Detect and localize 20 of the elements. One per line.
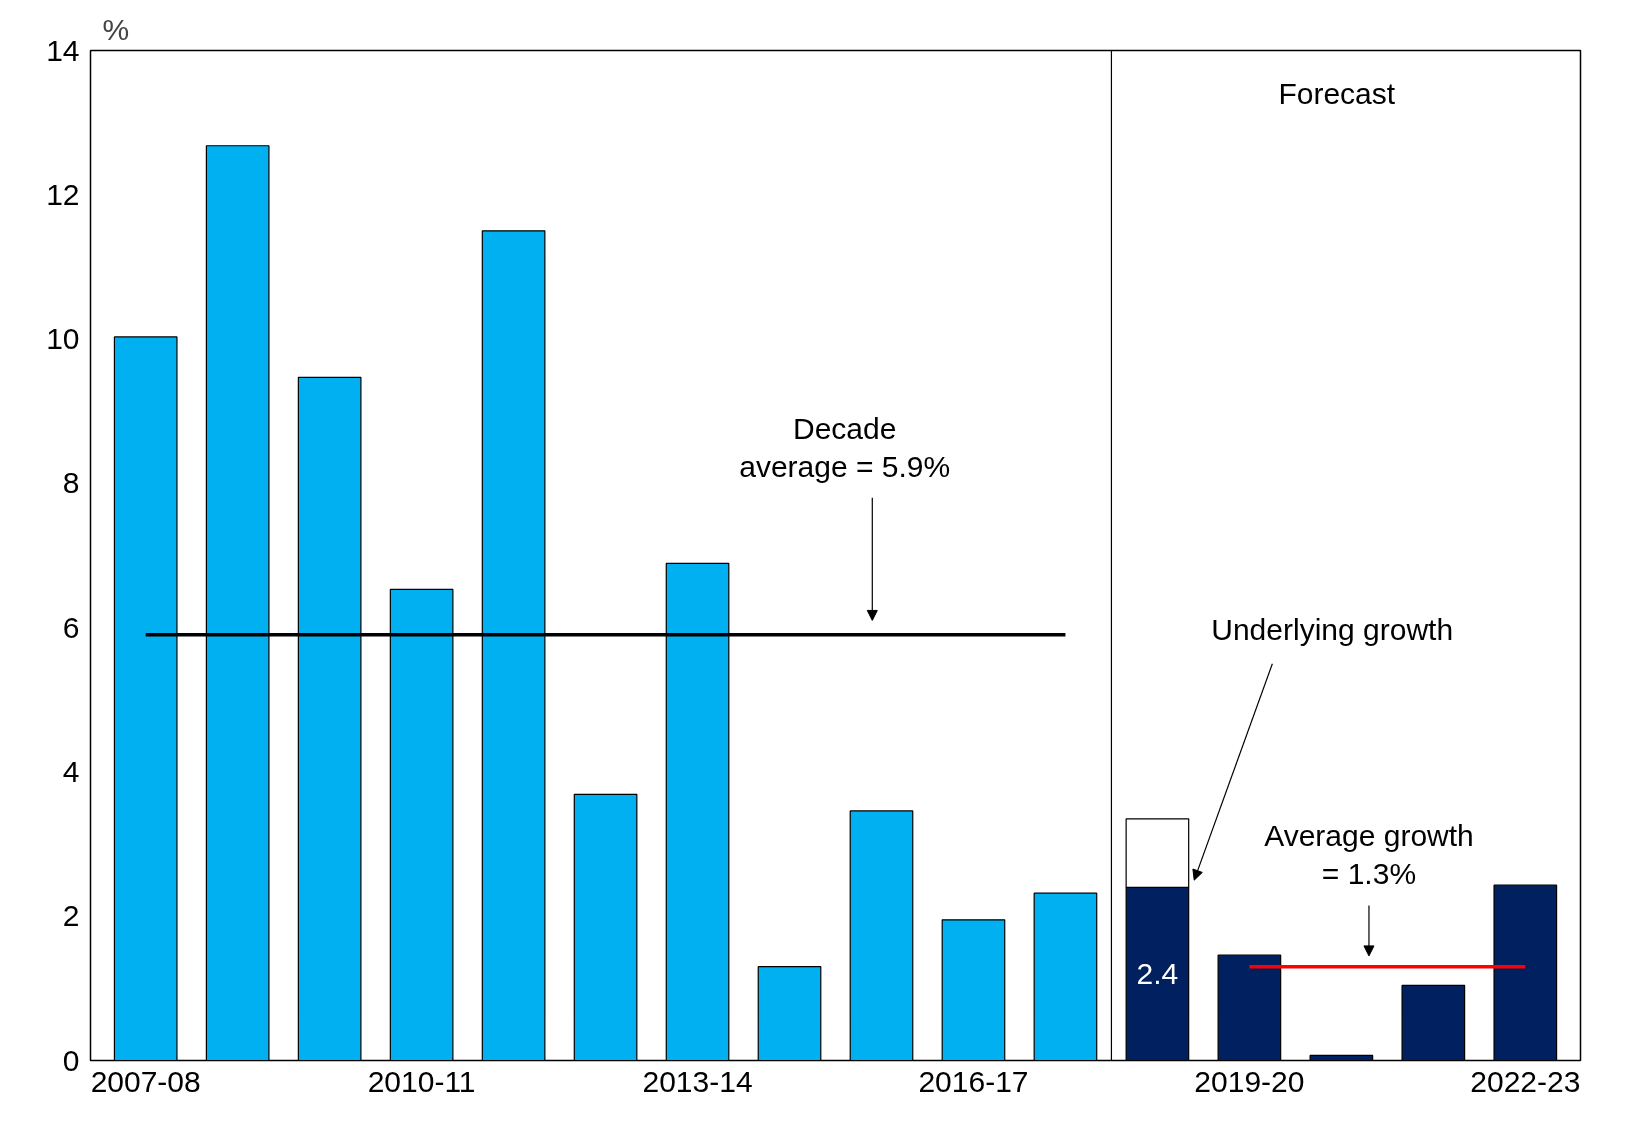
annotation: Decade average = 5.9% bbox=[739, 411, 951, 483]
y-tick-label: 12 bbox=[46, 177, 80, 211]
y-tick-label: 4 bbox=[62, 754, 80, 788]
x-tick-label: 2016-17 bbox=[918, 1064, 1029, 1098]
x-tick-label: 2019-20 bbox=[1194, 1064, 1305, 1098]
y-tick-label: 14 bbox=[46, 33, 80, 67]
x-tick-label: 2007-08 bbox=[90, 1064, 201, 1098]
y-axis-title: % bbox=[102, 12, 130, 46]
data-label: 2.4 bbox=[1136, 956, 1179, 990]
x-tick-label: 2013-14 bbox=[642, 1064, 753, 1098]
y-tick-label: 2 bbox=[62, 899, 80, 933]
x-tick-label: 2022-23 bbox=[1470, 1064, 1581, 1098]
x-tick-label: 2010-11 bbox=[367, 1064, 476, 1098]
y-tick-label: 8 bbox=[62, 466, 80, 500]
y-tick-label: 10 bbox=[46, 322, 80, 356]
annotation: Underlying growth bbox=[1211, 612, 1454, 646]
annotation: Forecast bbox=[1278, 77, 1396, 111]
y-tick-label: 0 bbox=[62, 1043, 80, 1077]
y-tick-label: 6 bbox=[62, 610, 80, 644]
annotation: Average growth = 1.3% bbox=[1264, 819, 1474, 891]
